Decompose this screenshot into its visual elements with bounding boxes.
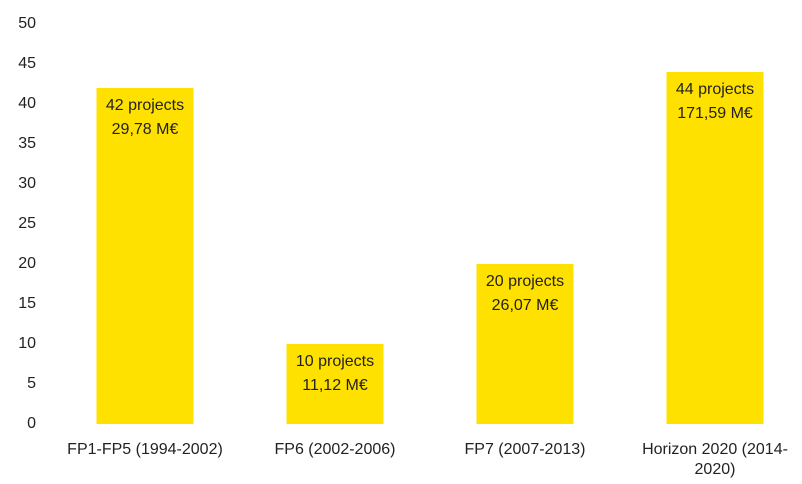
x-tick-label-box: FP7 (2007-2013) bbox=[464, 441, 586, 458]
y-tick-label: 45 bbox=[18, 55, 36, 72]
x-tick-label: Horizon 2020 (2014-2020) bbox=[642, 441, 788, 478]
data-annotation: 11,12 M€ bbox=[302, 377, 368, 394]
y-tick-label: 0 bbox=[27, 415, 36, 432]
data-label: 44 projects bbox=[676, 81, 754, 98]
y-tick-label: 50 bbox=[18, 15, 36, 32]
x-tick-label-box: FP6 (2002-2006) bbox=[274, 441, 396, 458]
bar bbox=[96, 88, 194, 424]
bar bbox=[476, 264, 574, 424]
x-tick-label: FP1-FP5 (1994-2002) bbox=[67, 441, 223, 458]
bar bbox=[666, 72, 764, 424]
x-tick-label: FP7 (2007-2013) bbox=[464, 441, 586, 458]
data-label: 10 projects bbox=[296, 353, 374, 370]
data-label: 20 projects bbox=[486, 273, 564, 290]
y-tick-label: 10 bbox=[18, 335, 36, 352]
data-annotation: 29,78 M€ bbox=[112, 121, 179, 138]
x-tick-label-box: Horizon 2020 (2014-2020) bbox=[642, 441, 788, 478]
y-tick-label: 25 bbox=[18, 215, 36, 232]
y-tick-label: 40 bbox=[18, 95, 36, 112]
data-annotation: 26,07 M€ bbox=[492, 297, 559, 314]
x-tick-label: FP6 (2002-2006) bbox=[274, 441, 396, 458]
x-tick-label-box: FP1-FP5 (1994-2002) bbox=[67, 441, 223, 458]
y-tick-label: 15 bbox=[18, 295, 36, 312]
data-label: 42 projects bbox=[106, 97, 184, 114]
y-tick-label: 30 bbox=[18, 175, 36, 192]
data-annotation: 171,59 M€ bbox=[677, 105, 753, 122]
y-tick-label: 5 bbox=[27, 375, 36, 392]
bar bbox=[286, 344, 384, 424]
y-tick-label: 35 bbox=[18, 135, 36, 152]
y-tick-label: 20 bbox=[18, 255, 36, 272]
